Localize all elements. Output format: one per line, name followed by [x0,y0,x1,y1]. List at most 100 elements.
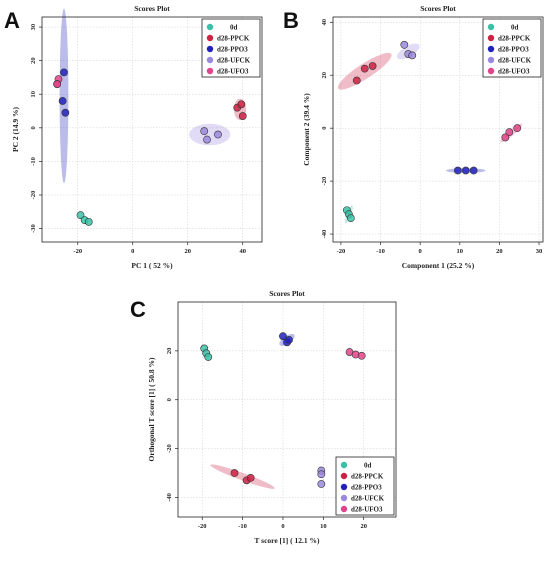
legend-marker-d28-ufo3 [487,67,495,75]
scores-plot-c: -20 -10 0 10 20 -40 -20 0 20 Scores Plot T score [… [147,289,397,545]
legend-marker-0d [340,461,348,469]
legend-label-0d: 0d [511,24,519,32]
x-tick-label: -20 [337,248,346,255]
plot-frame [332,16,544,243]
chart-title: Scores Plot [420,4,456,13]
data-point [453,166,462,175]
legend-marker-0d [487,23,495,31]
legend-marker-d28-ufck [206,56,214,64]
y-tick-label: -40 [321,230,328,239]
data-point [230,469,239,477]
series-d28-ppck [230,469,255,485]
y-tick-label: -40 [166,493,173,502]
plot-frame [177,301,397,518]
legend-label-d28-ufo3: d28-UFO3 [217,68,249,76]
data-point [58,97,67,105]
legend-marker-d28-ufck [487,56,495,64]
x-tick-label: 20 [496,248,503,255]
data-point [400,40,409,49]
plot-frame [41,16,263,243]
data-point [214,130,222,139]
y-tick-label: -10 [30,157,37,166]
y-tick-label: -20 [30,191,37,200]
legend-label-d28-ppck: d28-PPCK [351,473,384,481]
legend-label-d28-ppck: d28-PPCK [498,35,531,43]
data-point [357,351,366,360]
y-tick-label: 20 [30,57,37,64]
panel-b: B -20 -10 0 10 20 30 -40 -20 0 20 40 Scores Plot Com… [275,0,550,285]
data-point [200,127,209,136]
panel-label-c: C [130,297,146,322]
y-tick-label: -30 [30,224,37,233]
series-d28-ufo3 [53,75,63,89]
x-tick-label: 10 [320,523,327,530]
x-tick-label: 10 [457,248,464,255]
series-d28-ufo3 [501,124,522,142]
data-point [53,80,62,89]
scores-plot-a: -20 0 20 40 -30 -20 -10 0 10 20 30 Scores Plot PC 1 … [11,4,263,270]
chart-title: Scores Plot [134,4,170,13]
data-point [501,133,510,142]
legend-label-d28-ppo3: d28-PPO3 [351,484,382,492]
legend-label-d28-ufck: d28-UFCK [217,57,251,65]
series-d28-ppo3 [279,332,293,347]
legend-marker-d28-ufo3 [340,505,348,513]
x-tick-label: 0 [131,248,134,255]
y-axis-label: PC 2 (14.9 %) [11,107,20,152]
chart-title: Scores Plot [269,289,305,298]
data-point [346,214,355,223]
series-d28-ufck [317,466,326,488]
data-point [461,166,470,175]
series-d28-ufck [400,40,417,60]
series-0d [200,344,213,361]
legend-marker-d28-ppck [340,472,348,480]
legend-label-0d: 0d [364,462,372,470]
data-point [61,108,70,117]
gridlines [178,302,396,517]
data-point [84,217,93,226]
legend-label-0d: 0d [230,24,238,32]
panel-a: A -20 0 20 40 -30 -20 -10 0 10 20 30 Scores Plot PC … [0,0,275,285]
x-tick-label: 0 [281,523,284,530]
legend-marker-d28-ppo3 [487,45,495,53]
legend-label-d28-ppo3: d28-PPO3 [217,46,248,54]
data-point [513,124,522,133]
data-point [246,474,255,482]
data-point [60,68,68,77]
legend-marker-d28-ppck [206,34,214,42]
legend-marker-d28-ppo3 [206,45,214,53]
data-point [317,480,326,488]
series-d28-ufo3 [345,348,366,360]
data-point [352,76,361,85]
series-d28-ppck [233,100,247,120]
legend-label-d28-ppo3: d28-PPO3 [498,46,529,54]
legend-label-d28-ufck: d28-UFCK [351,495,385,503]
x-tick-label: -10 [238,523,247,530]
y-tick-label: 20 [321,72,328,79]
legend-label-d28-ufo3: d28-UFO3 [351,506,383,514]
series-0d [342,206,355,223]
x-tick-label: 0 [419,248,422,255]
y-tick-label: 40 [321,19,328,26]
series-d28-ppo3 [453,166,478,175]
x-axis-label: Component 1 (25.2 %) [402,261,475,270]
series-0d [76,211,93,226]
legend-marker-d28-ufo3 [206,67,214,75]
y-tick-label: 10 [30,91,37,98]
y-tick-label: 0 [30,126,37,129]
data-point [279,332,287,341]
legend-label-d28-ufck: d28-UFCK [498,57,532,65]
scores-plot-b: -20 -10 0 10 20 30 -40 -20 0 20 40 Scores Plot Compo… [302,4,544,270]
legend-marker-0d [206,23,214,31]
legend-marker-d28-ufck [340,494,348,502]
x-tick-label: -20 [73,248,82,255]
x-tick-label: -10 [376,248,385,255]
data-point [203,135,211,144]
series-d28-ppck [352,62,377,85]
data-point [368,62,377,70]
panel-c: C -20 -10 0 10 20 -40 -20 0 20 Scores Plot T score… [130,285,420,562]
x-tick-label: 30 [536,248,543,255]
x-tick-label: 40 [240,248,247,255]
legend: 0d d28-PPCK d28-PPO3 d28-UFCK d28-UFO3 [335,456,395,516]
data-point [285,335,293,344]
